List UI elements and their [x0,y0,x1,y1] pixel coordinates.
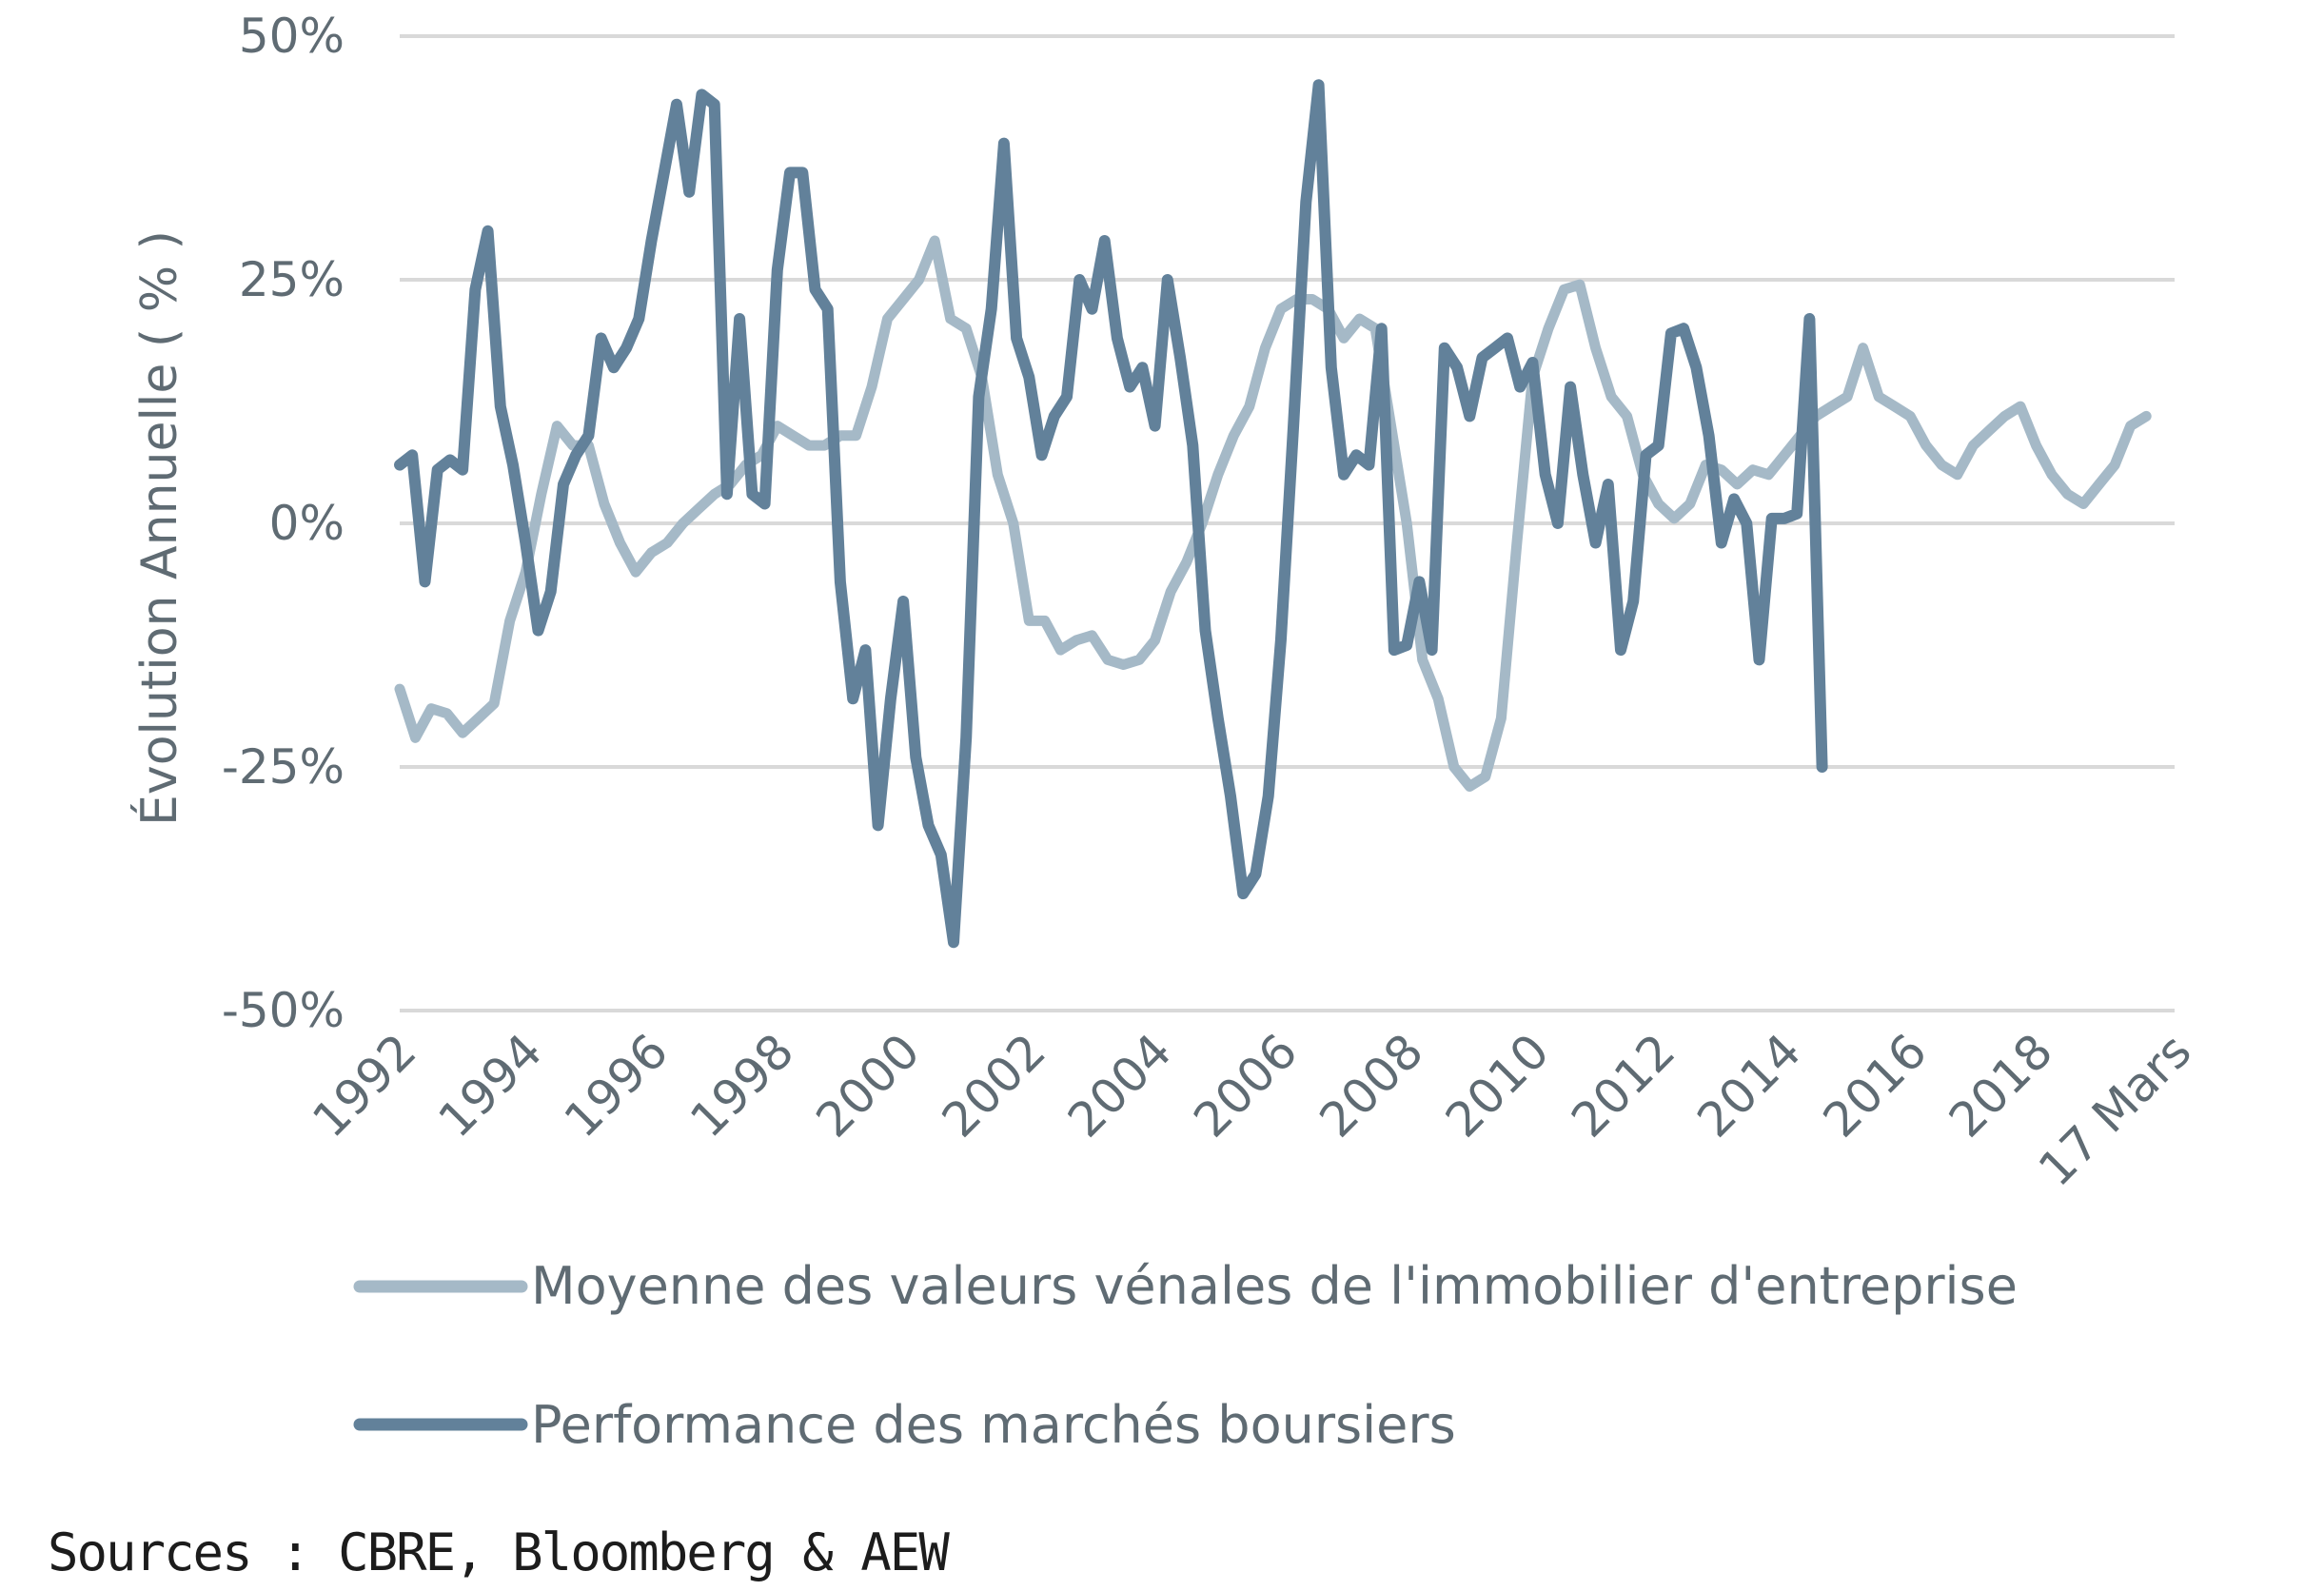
y-tick-label: -50% [222,983,345,1038]
x-tick-label: 1994 [428,1023,553,1148]
x-tick-label: 1996 [554,1023,679,1148]
legend-label-stock-markets: Performance des marchés boursiers [531,1395,1456,1455]
x-tick-label: 2004 [1057,1023,1182,1148]
source-note: Sources : CBRE, Bloomberg & AEW [48,1522,950,1582]
x-tick-label: 2014 [1686,1023,1811,1148]
x-tick-label: 2002 [932,1023,1056,1148]
y-tick-label: -25% [222,739,345,795]
series-line-stock-markets [394,79,1828,949]
series-lines [394,79,2152,949]
x-tick-label: 2012 [1561,1023,1685,1148]
y-axis-label: Évolution Annuelle ( % ) [130,230,188,826]
y-tick-label: 0% [269,496,345,551]
x-tick-label: 2016 [1813,1023,1938,1148]
x-tick-label: 2010 [1435,1023,1560,1148]
x-tick-label: 17 Mars [2028,1023,2201,1196]
legend-item-real-estate: Moyenne des valeurs vénales de l'immobil… [353,1256,2018,1316]
x-tick-label: 1992 [302,1023,426,1148]
legend: Moyenne des valeurs vénales de l'immobil… [353,1256,2018,1455]
x-tick-label: 2018 [1939,1023,2063,1148]
legend-item-stock-markets: Performance des marchés boursiers [353,1395,1456,1455]
series-line-real-estate [394,235,2152,792]
legend-label-real-estate: Moyenne des valeurs vénales de l'immobil… [531,1256,2018,1316]
x-axis-ticks: 1992 1994 1996 1998 2000 2002 2004 2006 2008 2010… [302,1023,2201,1196]
x-tick-label: 2006 [1183,1023,1308,1148]
x-tick-label: 1998 [679,1023,804,1148]
x-tick-label: 2008 [1310,1023,1434,1148]
y-tick-label: 25% [239,252,345,307]
x-tick-label: 2000 [806,1023,931,1148]
y-tick-label: 50% [239,9,345,64]
y-axis-ticks: 50% 25% 0% -25% -50% [222,9,345,1038]
